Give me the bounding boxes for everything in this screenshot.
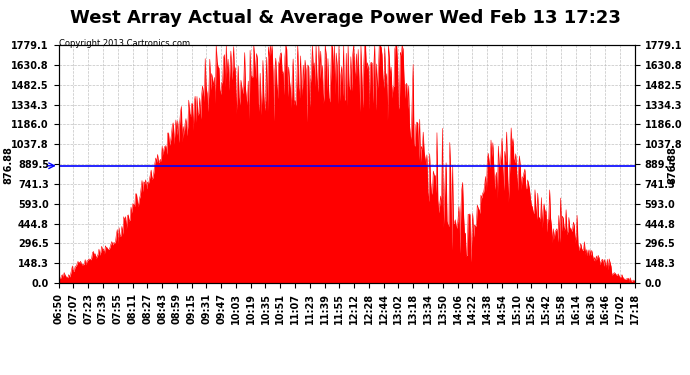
Text: Copyright 2013 Cartronics.com: Copyright 2013 Cartronics.com <box>59 39 190 48</box>
Text: 876.88: 876.88 <box>3 146 13 184</box>
Text: West Array Actual & Average Power Wed Feb 13 17:23: West Array Actual & Average Power Wed Fe… <box>70 9 620 27</box>
Text: 876.88: 876.88 <box>668 146 678 184</box>
